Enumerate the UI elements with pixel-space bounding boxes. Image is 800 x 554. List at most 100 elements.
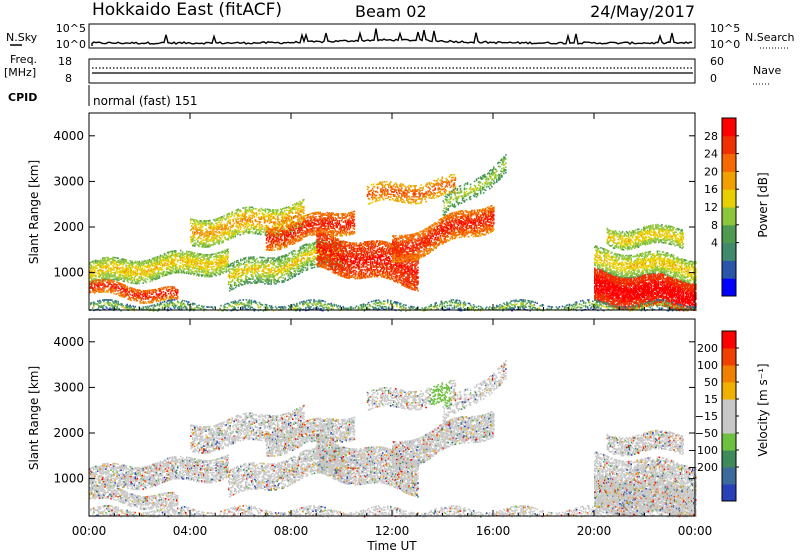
power-cell bbox=[110, 268, 112, 271]
power-cell bbox=[141, 271, 144, 274]
power-cell bbox=[225, 233, 227, 235]
power-cell bbox=[112, 291, 114, 293]
power-cell bbox=[192, 251, 194, 254]
power-cell bbox=[349, 225, 352, 228]
power-cell bbox=[182, 265, 185, 267]
power-cell bbox=[309, 245, 312, 248]
power-cell bbox=[130, 275, 132, 277]
power-cell bbox=[171, 265, 174, 268]
power-cell bbox=[271, 232, 274, 235]
power-cell bbox=[276, 208, 279, 211]
power-cell bbox=[266, 281, 268, 284]
power-cell bbox=[283, 234, 286, 237]
power-cell bbox=[234, 235, 236, 238]
power-cell bbox=[288, 233, 290, 235]
power-cell bbox=[250, 217, 253, 219]
power-cell bbox=[222, 262, 224, 265]
power-cell bbox=[220, 224, 222, 227]
power-cell bbox=[264, 272, 266, 274]
power-cell bbox=[237, 215, 240, 218]
power-cell bbox=[125, 271, 127, 274]
power-cell bbox=[320, 219, 322, 222]
power-cell bbox=[214, 255, 216, 258]
power-cell bbox=[287, 223, 289, 226]
power-cell bbox=[226, 255, 228, 258]
power-cell bbox=[136, 271, 139, 274]
power-cell bbox=[284, 258, 286, 261]
power-cell bbox=[303, 251, 306, 253]
power-cell bbox=[280, 261, 282, 263]
power-cell bbox=[324, 232, 326, 234]
power-cell bbox=[127, 267, 129, 270]
power-cell bbox=[317, 238, 319, 241]
power-cell bbox=[331, 230, 333, 232]
power-cell bbox=[144, 298, 147, 300]
power-cell bbox=[190, 239, 192, 241]
power-cell bbox=[223, 227, 225, 229]
power-cell bbox=[209, 230, 211, 233]
power-cell bbox=[134, 266, 137, 268]
power-cell bbox=[254, 271, 256, 273]
power-cell bbox=[220, 217, 222, 220]
power-cell bbox=[108, 274, 110, 276]
power-cell bbox=[246, 218, 249, 221]
power-cell bbox=[287, 279, 290, 281]
power-cell bbox=[236, 268, 238, 271]
power-cell bbox=[149, 271, 152, 273]
power-cell bbox=[231, 231, 233, 234]
power-cell bbox=[142, 298, 145, 300]
power-cell bbox=[213, 258, 215, 261]
power-cell bbox=[286, 216, 288, 218]
power-cell bbox=[173, 255, 176, 258]
power-cell bbox=[342, 217, 345, 219]
power-cell bbox=[202, 246, 204, 248]
power-cell bbox=[246, 261, 248, 263]
power-cell bbox=[309, 216, 311, 218]
power-cell bbox=[322, 218, 324, 220]
power-cell bbox=[219, 237, 221, 239]
power-cell bbox=[218, 225, 220, 228]
power-cell bbox=[225, 231, 227, 234]
power-cell bbox=[322, 214, 324, 216]
power-cell bbox=[127, 270, 129, 273]
power-cell bbox=[91, 266, 93, 269]
power-cell bbox=[273, 279, 275, 281]
power-cell bbox=[306, 260, 309, 263]
power-cell bbox=[323, 217, 325, 219]
power-cell bbox=[113, 274, 115, 277]
power-cell bbox=[221, 220, 223, 222]
power-cell bbox=[323, 261, 325, 264]
power-cell bbox=[110, 263, 112, 266]
power-cell bbox=[306, 234, 308, 237]
power-cell bbox=[327, 224, 329, 226]
power-cell bbox=[296, 223, 298, 225]
power-cell bbox=[279, 235, 282, 238]
power-cell bbox=[304, 218, 306, 220]
power-cell bbox=[296, 263, 299, 265]
power-cell bbox=[192, 227, 194, 229]
power-cell bbox=[238, 285, 240, 287]
power-cell bbox=[268, 275, 270, 277]
power-cell bbox=[136, 263, 139, 266]
power-cell bbox=[222, 234, 224, 237]
power-cell bbox=[125, 289, 127, 291]
power-cell bbox=[324, 262, 326, 264]
power-cell bbox=[276, 259, 278, 262]
power-cell bbox=[258, 210, 261, 212]
power-cell bbox=[303, 232, 305, 234]
power-cell bbox=[213, 268, 215, 270]
power-cell bbox=[152, 278, 155, 280]
power-cell bbox=[161, 272, 164, 275]
power-cell bbox=[264, 234, 267, 236]
power-cell bbox=[267, 211, 270, 214]
power-cell bbox=[230, 288, 233, 291]
power-cell bbox=[264, 266, 266, 269]
power-cell bbox=[279, 244, 282, 246]
power-cell bbox=[271, 234, 274, 236]
power-cell bbox=[195, 227, 197, 230]
power-cell bbox=[92, 274, 94, 277]
power-cell bbox=[275, 270, 277, 273]
power-cell bbox=[277, 235, 280, 237]
power-cell bbox=[287, 258, 290, 261]
power-cell bbox=[309, 244, 312, 246]
